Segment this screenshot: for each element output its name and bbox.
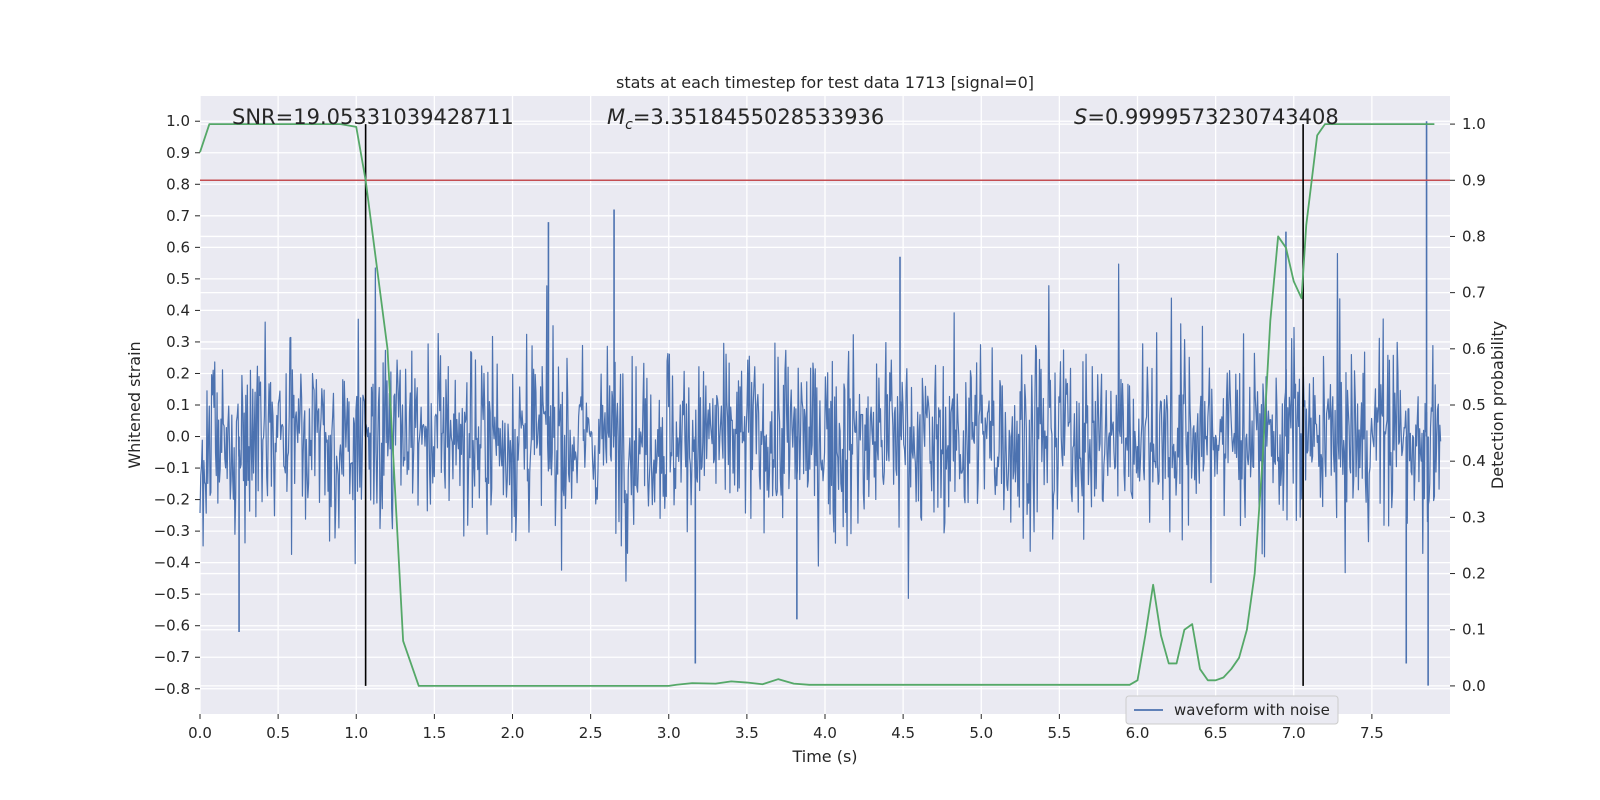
s-value: =0.9999573230743408 xyxy=(1087,105,1338,129)
chart-title: stats at each timestep for test data 171… xyxy=(616,73,1034,92)
y-right-tick-label: 0.9 xyxy=(1462,171,1486,189)
y-right-tick-label: 0.8 xyxy=(1462,227,1486,245)
probability-series xyxy=(199,123,1435,687)
y-right-axis-ticks: 1.0 0.9 0.8 0.7 0.6 0.5 0.4 0.3 0.2 0.1 0.0 xyxy=(1450,115,1486,695)
x-tick-label: 0.0 xyxy=(188,724,212,742)
x-tick-label: 6.5 xyxy=(1204,724,1228,742)
x-tick-label: 5.5 xyxy=(1047,724,1071,742)
y-left-tick-label: −0.8 xyxy=(154,680,190,698)
y-right-tick-label: 0.5 xyxy=(1462,396,1486,414)
mc-value: =3.3518455028533936 xyxy=(633,105,884,129)
y-left-tick-label: −0.1 xyxy=(154,459,190,477)
s-symbol: S xyxy=(1074,105,1087,129)
y-left-axis-label: Whitened strain xyxy=(125,341,144,468)
x-tick-label: 1.0 xyxy=(344,724,368,742)
legend: waveform with noise xyxy=(1125,695,1339,725)
y-right-tick-label: 0.3 xyxy=(1462,508,1486,526)
x-tick-label: 2.0 xyxy=(501,724,525,742)
x-tick-label: 7.0 xyxy=(1282,724,1306,742)
y-left-tick-label: −0.6 xyxy=(154,617,190,635)
x-tick-label: 7.5 xyxy=(1360,724,1384,742)
waveform-line xyxy=(199,253,1442,599)
y-left-tick-label: 0.3 xyxy=(166,333,190,351)
probability-line xyxy=(199,123,1435,687)
y-left-tick-label: −0.3 xyxy=(154,522,190,540)
y-left-axis-ticks: 1.0 0.9 0.8 0.7 0.6 0.5 0.4 0.3 0.2 0.1 0.0 −0.1 −0.… xyxy=(154,112,200,698)
x-tick-label: 3.0 xyxy=(657,724,681,742)
y-left-tick-label: 0.6 xyxy=(166,238,190,256)
y-left-tick-label: 0.0 xyxy=(166,428,190,446)
mc-symbol: M xyxy=(607,105,625,129)
y-left-tick-label: 0.8 xyxy=(166,175,190,193)
y-right-tick-label: 0.0 xyxy=(1462,677,1486,695)
y-left-tick-label: 0.2 xyxy=(166,364,190,382)
y-left-tick-label: −0.4 xyxy=(154,554,190,572)
x-tick-label: 1.5 xyxy=(422,724,446,742)
mc-subscript: c xyxy=(625,117,633,133)
x-axis-label: Time (s) xyxy=(791,747,857,766)
y-right-tick-label: 0.7 xyxy=(1462,284,1486,302)
y-right-tick-label: 1.0 xyxy=(1462,115,1486,133)
y-left-tick-label: −0.2 xyxy=(154,491,190,509)
snr-annotation: SNR=19.05331039428711 xyxy=(232,105,514,129)
strain-series xyxy=(199,121,1442,686)
y-right-tick-label: 0.4 xyxy=(1462,452,1486,470)
y-left-tick-label: 0.9 xyxy=(166,144,190,162)
x-tick-label: 0.5 xyxy=(266,724,290,742)
y-right-tick-label: 0.6 xyxy=(1462,340,1486,358)
y-left-tick-label: −0.5 xyxy=(154,585,190,603)
x-tick-label: 2.5 xyxy=(579,724,603,742)
x-tick-label: 4.0 xyxy=(813,724,837,742)
x-tick-label: 3.5 xyxy=(735,724,759,742)
x-tick-label: 5.0 xyxy=(969,724,993,742)
y-left-tick-label: 1.0 xyxy=(166,112,190,130)
x-tick-label: 4.5 xyxy=(891,724,915,742)
y-left-tick-label: 0.1 xyxy=(166,396,190,414)
legend-label: waveform with noise xyxy=(1174,701,1330,719)
y-right-axis-label: Detection probability xyxy=(1488,321,1507,489)
mc-annotation: Mc=3.3518455028533936 xyxy=(607,105,884,133)
y-right-tick-label: 0.1 xyxy=(1462,621,1486,639)
y-left-tick-label: 0.4 xyxy=(166,301,190,319)
legend-box xyxy=(1125,695,1339,725)
x-tick-label: 6.0 xyxy=(1126,724,1150,742)
y-left-tick-label: 0.5 xyxy=(166,270,190,288)
vertical-markers xyxy=(364,124,1304,686)
x-axis-ticks: 0.0 0.5 1.0 1.5 2.0 2.5 3.0 3.5 4.0 4.5 5.0 5.5 6.0 6… xyxy=(188,714,1384,742)
y-left-tick-label: 0.7 xyxy=(166,207,190,225)
s-annotation: S=0.9999573230743408 xyxy=(1074,105,1339,129)
y-left-tick-label: −0.7 xyxy=(154,648,190,666)
y-right-tick-label: 0.2 xyxy=(1462,565,1486,583)
